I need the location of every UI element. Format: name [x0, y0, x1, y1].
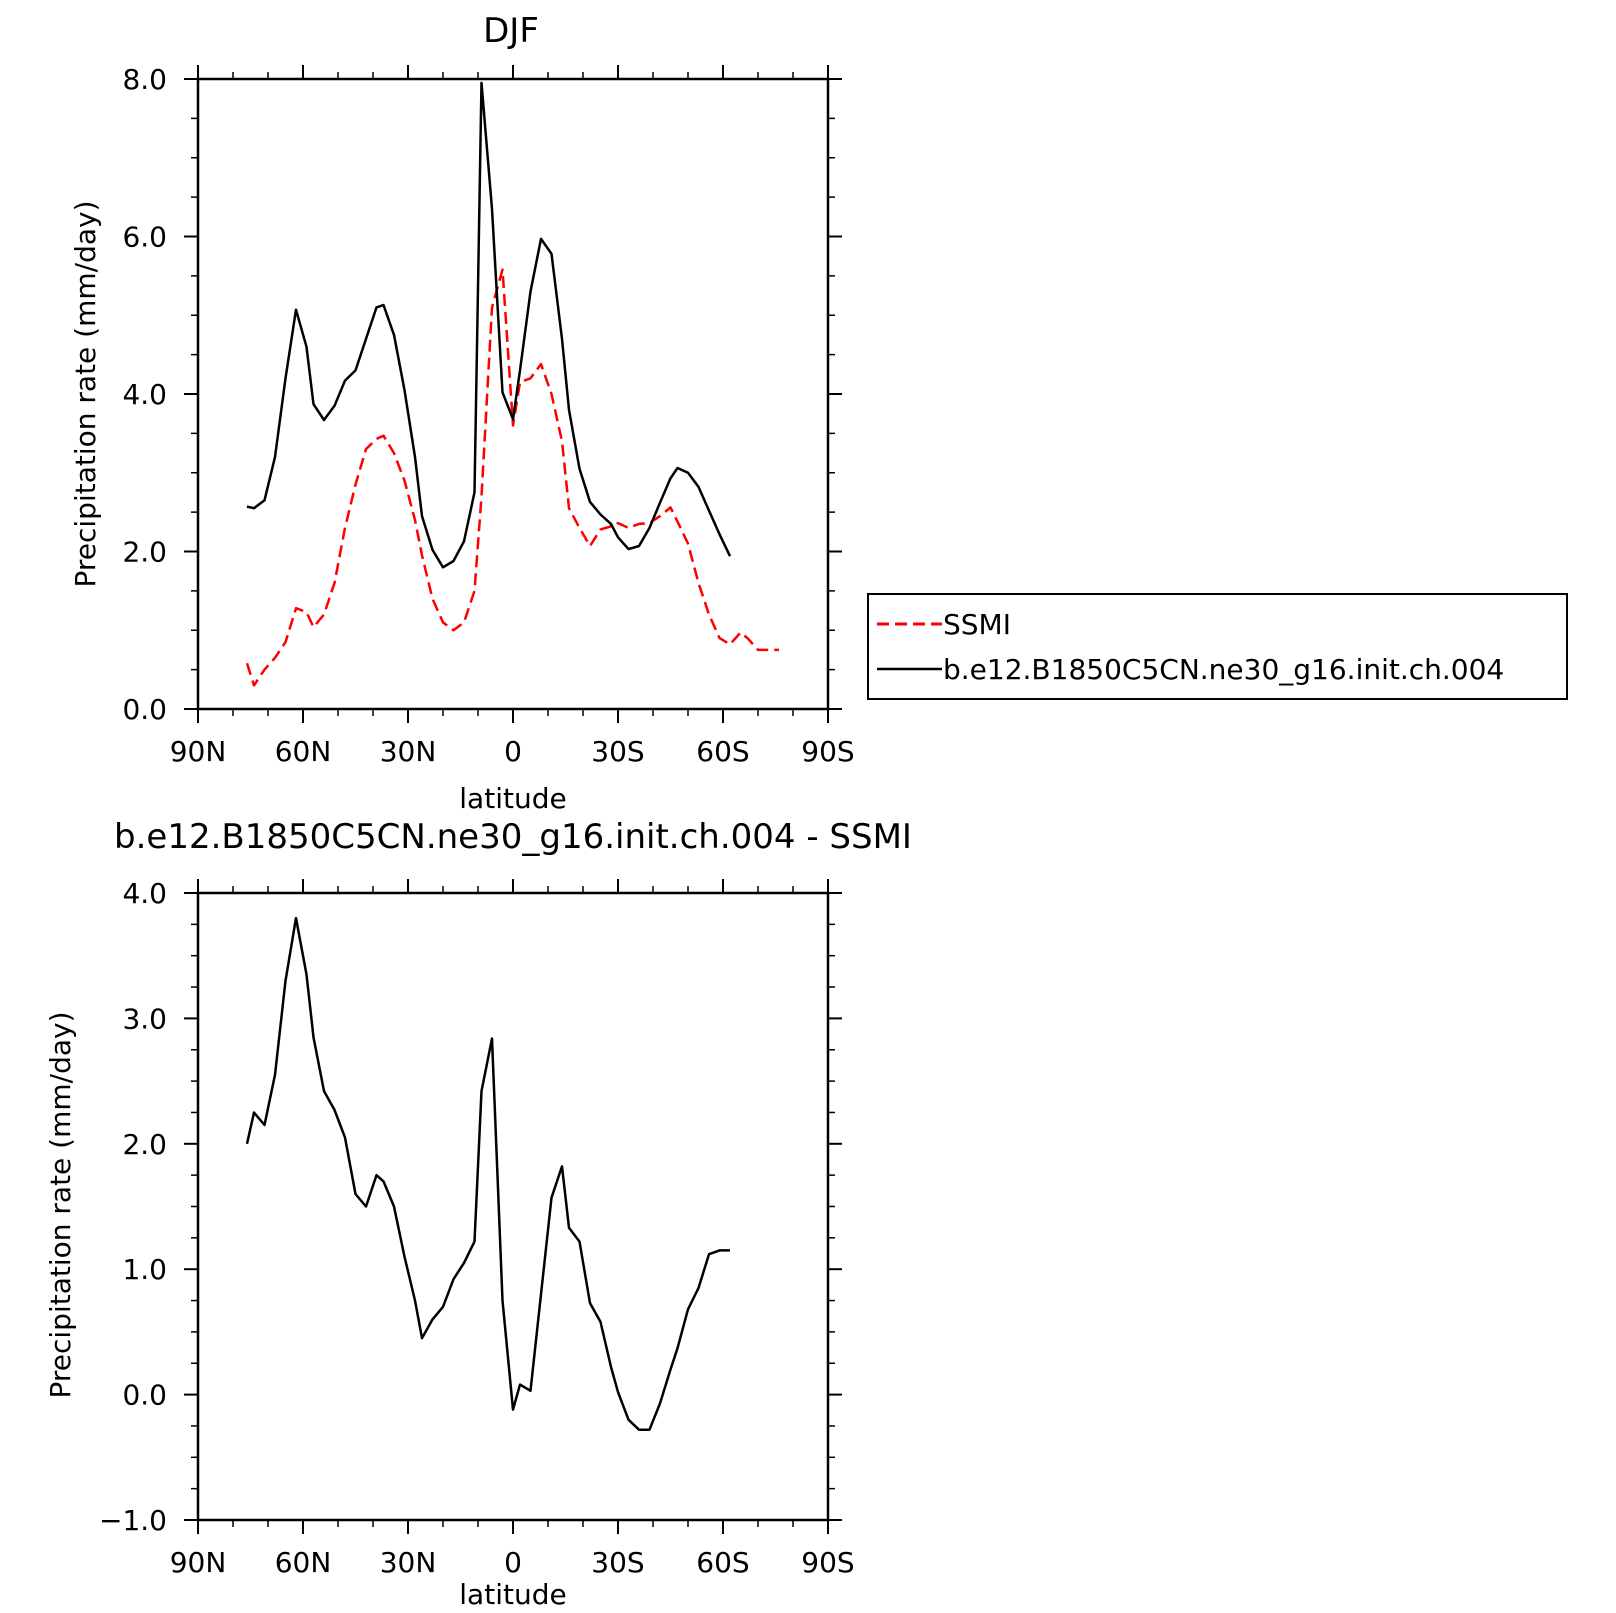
top-x-axis-label: latitude	[459, 782, 566, 815]
difference-panel: b.e12.B1850C5CN.ne30_g16.init.ch.004 - S…	[44, 817, 912, 1611]
difference-series-line	[245, 916, 730, 1431]
bottom-x-axis-label: latitude	[459, 1578, 566, 1611]
b-e12-b1850c5cn-ne30-g16-init-ch-004-series-line	[246, 81, 732, 569]
top-axis-ticks: 90N 60N 30N 0 30S 60S 90S 0.0 2.0 4.0 6.0 8.0	[122, 63, 854, 768]
y-tick-label: 3.0	[122, 1002, 167, 1035]
y-tick-label: 8.0	[122, 63, 167, 96]
legend-label-ssmi: SSMI	[943, 608, 1011, 641]
x-tick-label: 90S	[801, 1546, 854, 1579]
y-tick-label: 2.0	[122, 536, 167, 569]
top-plot-frame	[196, 77, 830, 711]
legend-label-model: b.e12.B1850C5CN.ne30_g16.init.ch.004	[943, 653, 1504, 686]
x-tick-label: 0	[504, 1546, 522, 1579]
y-tick-label: 4.0	[122, 378, 167, 411]
top-y-axis-label: Precipitation rate (mm/day)	[69, 200, 102, 587]
y-tick-label: 6.0	[122, 221, 167, 254]
bottom-y-axis-label: Precipitation rate (mm/day)	[44, 1011, 77, 1398]
top-series-group	[245, 81, 779, 687]
top-chart-title: DJF	[483, 11, 539, 51]
y-tick-label: 0.0	[122, 693, 167, 726]
x-tick-label: 90S	[801, 735, 854, 768]
ssmi-series-line	[245, 268, 779, 687]
x-tick-label: 30N	[380, 735, 437, 768]
djf-precipitation-panel: DJF 90N 60N 30N 0 30S 60S 90S 0.0 2.0 4.0 6.0 8.0 l…	[69, 11, 855, 815]
y-tick-label: −1.0	[99, 1504, 167, 1537]
x-tick-label: 30S	[591, 735, 644, 768]
bottom-axis-ticks: 90N 60N 30N 0 30S 60S 90S −1.0 0.0 1.0 2.0 3.0 4.0	[99, 877, 855, 1579]
legend: SSMI b.e12.B1850C5CN.ne30_g16.init.ch.00…	[867, 593, 1568, 700]
x-tick-label: 60S	[696, 735, 749, 768]
x-tick-label: 0	[504, 735, 522, 768]
x-tick-label: 30N	[380, 1546, 437, 1579]
y-tick-label: 4.0	[122, 877, 167, 910]
bottom-plot-frame	[196, 891, 830, 1522]
x-tick-label: 60S	[696, 1546, 749, 1579]
x-tick-label: 60N	[275, 1546, 332, 1579]
bottom-series-group	[245, 916, 730, 1431]
bottom-chart-title: b.e12.B1850C5CN.ne30_g16.init.ch.004 - S…	[114, 817, 912, 857]
x-tick-label: 90N	[170, 1546, 227, 1579]
x-tick-label: 30S	[591, 1546, 644, 1579]
x-tick-label: 90N	[170, 735, 227, 768]
y-tick-label: 2.0	[122, 1128, 167, 1161]
y-tick-label: 1.0	[122, 1253, 167, 1286]
x-tick-label: 60N	[275, 735, 332, 768]
legend-box	[867, 593, 1568, 700]
y-tick-label: 0.0	[122, 1379, 167, 1412]
